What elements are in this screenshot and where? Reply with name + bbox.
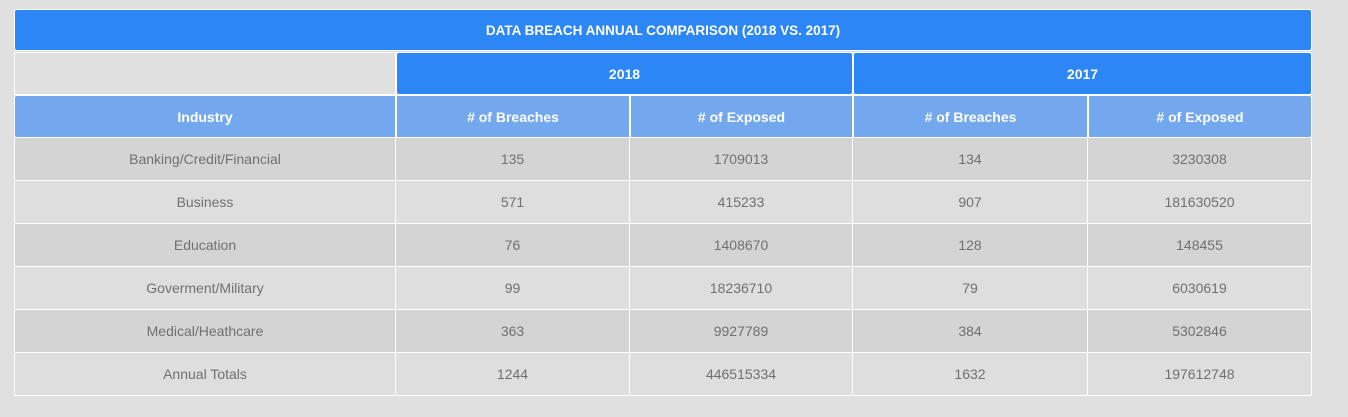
table-cell-industry: Medical/Heathcare — [14, 310, 396, 353]
column-header-breaches-2018: # of Breaches — [396, 95, 630, 138]
table-cell-exposed-2018: 446515334 — [630, 353, 853, 396]
column-header-exposed-2018: # of Exposed — [630, 95, 853, 138]
table-cell-exposed-2018: 415233 — [630, 181, 853, 224]
table-cell-exposed-2018: 9927789 — [630, 310, 853, 353]
table-cell-breaches-2017: 384 — [853, 310, 1088, 353]
table-cell-exposed-2017: 6030619 — [1088, 267, 1312, 310]
table-cell-breaches-2017: 134 — [853, 138, 1088, 181]
table-cell-breaches-2017: 128 — [853, 224, 1088, 267]
column-header-breaches-2017: # of Breaches — [853, 95, 1088, 138]
table-cell-exposed-2018: 1408670 — [630, 224, 853, 267]
table-cell-exposed-2018: 1709013 — [630, 138, 853, 181]
table-cell-industry: Business — [14, 181, 396, 224]
table-cell-industry: Banking/Credit/Financial — [14, 138, 396, 181]
table-cell-breaches-2017: 907 — [853, 181, 1088, 224]
year-header-2018: 2018 — [396, 52, 853, 95]
table-cell-industry: Annual Totals — [14, 353, 396, 396]
table-cell-breaches-2018: 76 — [396, 224, 630, 267]
table-cell-industry: Goverment/Military — [14, 267, 396, 310]
table-cell-breaches-2018: 135 — [396, 138, 630, 181]
breach-comparison-table: DATA BREACH ANNUAL COMPARISON (2018 VS. … — [14, 9, 1312, 396]
table-cell-exposed-2018: 18236710 — [630, 267, 853, 310]
table-cell-breaches-2017: 1632 — [853, 353, 1088, 396]
table-cell-breaches-2018: 99 — [396, 267, 630, 310]
column-header-industry: Industry — [14, 95, 396, 138]
empty-header-cell — [14, 52, 396, 95]
table-cell-industry: Education — [14, 224, 396, 267]
year-header-2017: 2017 — [853, 52, 1312, 95]
table-cell-exposed-2017: 181630520 — [1088, 181, 1312, 224]
column-header-exposed-2017: # of Exposed — [1088, 95, 1312, 138]
table-cell-exposed-2017: 5302846 — [1088, 310, 1312, 353]
table-cell-breaches-2018: 363 — [396, 310, 630, 353]
table-cell-breaches-2017: 79 — [853, 267, 1088, 310]
table-cell-breaches-2018: 1244 — [396, 353, 630, 396]
table-cell-exposed-2017: 197612748 — [1088, 353, 1312, 396]
table-cell-exposed-2017: 148455 — [1088, 224, 1312, 267]
table-cell-breaches-2018: 571 — [396, 181, 630, 224]
table-title: DATA BREACH ANNUAL COMPARISON (2018 VS. … — [14, 9, 1312, 51]
table-cell-exposed-2017: 3230308 — [1088, 138, 1312, 181]
